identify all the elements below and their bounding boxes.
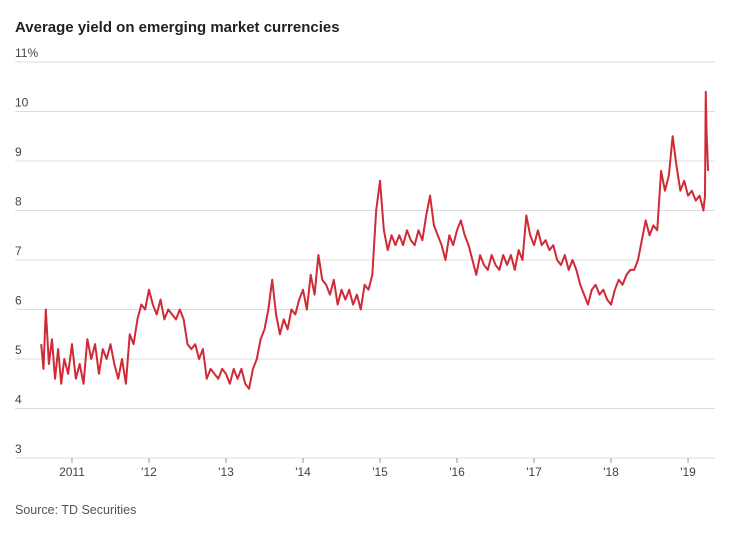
data-line bbox=[40, 90, 710, 390]
x-tick-label: '15 bbox=[372, 465, 388, 479]
y-tick-label: 7 bbox=[15, 244, 22, 258]
x-tick-label: '17 bbox=[526, 465, 542, 479]
x-tick-label: 2011 bbox=[59, 465, 85, 479]
y-tick-label: 11% bbox=[15, 46, 38, 60]
x-tick-label: '18 bbox=[603, 465, 619, 479]
x-tick-label: '14 bbox=[295, 465, 311, 479]
chart-title: Average yield on emerging market currenc… bbox=[15, 19, 340, 36]
x-tick-label: '12 bbox=[141, 465, 157, 479]
y-tick-label: 9 bbox=[15, 145, 22, 159]
x-tick-label: '13 bbox=[218, 465, 234, 479]
source-note: Source: TD Securities bbox=[15, 503, 136, 517]
y-tick-label: 8 bbox=[15, 195, 22, 209]
x-tick-label: '16 bbox=[449, 465, 465, 479]
x-tick-label: '19 bbox=[680, 465, 696, 479]
y-tick-label: 6 bbox=[15, 294, 22, 308]
y-tick-label: 4 bbox=[15, 393, 22, 407]
y-tick-label: 10 bbox=[15, 96, 29, 110]
y-tick-label: 5 bbox=[15, 343, 22, 357]
y-tick-label: 3 bbox=[15, 442, 22, 456]
